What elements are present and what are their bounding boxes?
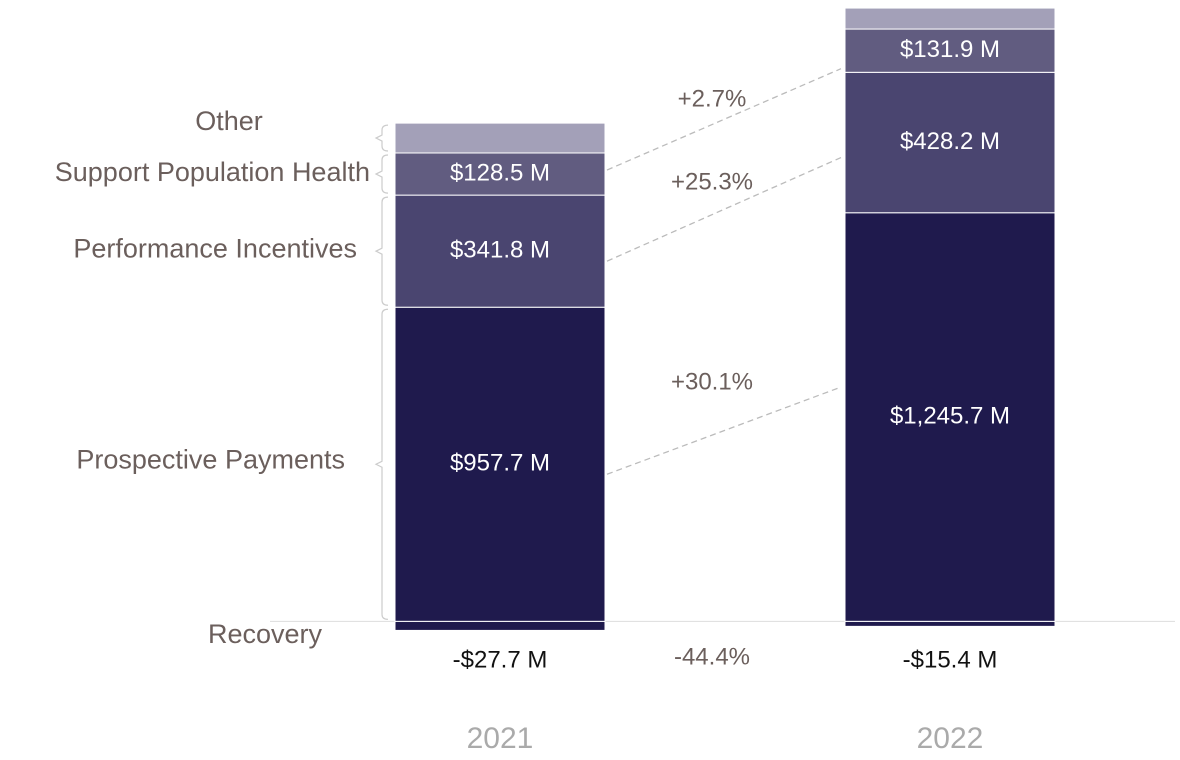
value-label: $341.8 M — [450, 237, 550, 264]
value-label: $1,245.7 M — [890, 402, 1010, 429]
bar-segment — [844, 212, 1056, 622]
connector — [606, 386, 842, 475]
bar-segment — [844, 71, 1056, 214]
brace — [374, 196, 389, 306]
bar-segment — [394, 620, 606, 631]
connector — [606, 68, 842, 171]
brace — [374, 124, 389, 152]
bar-segment — [394, 306, 606, 622]
value-label: $957.7 M — [450, 450, 550, 477]
change-label: -44.4% — [674, 643, 750, 670]
value-label: -$15.4 M — [903, 647, 998, 674]
value-label: $428.2 M — [900, 128, 1000, 155]
legend-label: Support Population Health — [55, 157, 370, 187]
bar-segment — [394, 122, 606, 154]
value-label: $131.9 M — [900, 36, 1000, 63]
x-tick-label: 2021 — [467, 722, 534, 755]
bar-segment — [844, 620, 1056, 627]
connector — [606, 156, 842, 262]
x-tick-label: 2022 — [917, 722, 984, 755]
bar-segment — [844, 7, 1056, 30]
value-label: $128.5 M — [450, 159, 550, 186]
brace — [374, 154, 389, 194]
legend-label: Recovery — [208, 619, 323, 649]
change-label: +25.3% — [671, 168, 753, 195]
legend-label: Other — [195, 106, 263, 136]
change-label: +30.1% — [671, 368, 753, 395]
bar-segment — [844, 28, 1056, 73]
value-label: -$27.7 M — [453, 647, 548, 674]
legend-label: Performance Incentives — [73, 233, 357, 263]
bar-segment — [394, 194, 606, 308]
change-label: +2.7% — [678, 85, 747, 112]
legend-label: Prospective Payments — [76, 444, 345, 474]
brace — [374, 308, 389, 620]
